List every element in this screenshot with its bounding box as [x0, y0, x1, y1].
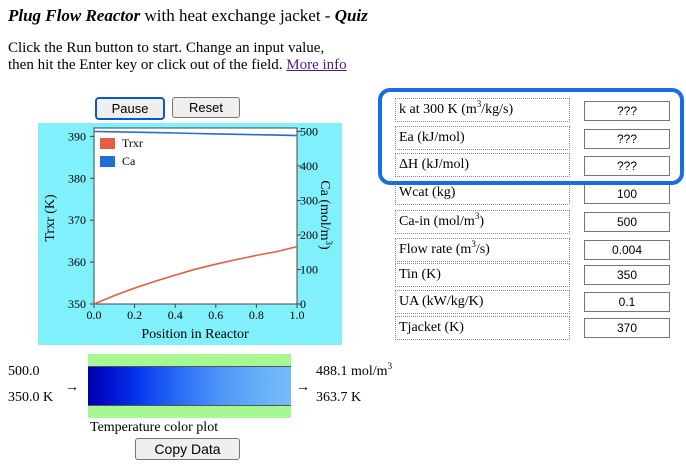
param-label: Tjacket (K) — [395, 316, 570, 340]
param-input[interactable]: 0.1 — [584, 292, 670, 312]
param-label: k at 300 K (m3/kg/s) — [395, 98, 570, 122]
left-tick-label: 370 — [68, 213, 86, 227]
right-tick-label: 0 — [300, 297, 306, 311]
reset-button[interactable]: Reset — [172, 97, 240, 118]
reactor-plot: 390 380 370 360 350 500 400 300 200 100 0 0.0 0.2 0… — [38, 123, 342, 345]
x-tick-label: 0.2 — [127, 308, 142, 322]
legend-swatch-trxr — [100, 138, 115, 149]
param-label: Tin (K) — [395, 263, 570, 287]
param-label: Ea (kJ/mol) — [395, 126, 570, 150]
colorplot-caption: Temperature color plot — [90, 420, 219, 435]
series-line-trxr — [93, 245, 298, 305]
arrow-right-icon: → — [296, 380, 310, 395]
page-title: Plug Flow Reactor with heat exchange jac… — [8, 6, 368, 26]
more-info-link[interactable]: More info — [286, 57, 347, 73]
left-tick-label: 390 — [68, 129, 86, 143]
title-quiz: Quiz — [334, 6, 368, 25]
x-tick-label: 0.4 — [168, 308, 183, 322]
highlight-box — [378, 88, 684, 185]
x-tick-label: 0.8 — [249, 308, 264, 322]
x-axis-label: Position in Reactor — [141, 327, 249, 342]
color-gradient-strip — [88, 366, 291, 406]
x-tick-label: 0.6 — [208, 308, 223, 322]
legend-swatch-ca — [100, 156, 115, 167]
plot-area — [93, 127, 298, 305]
left-tick-label: 360 — [68, 255, 86, 269]
param-label: Flow rate (m3/s) — [395, 238, 570, 262]
plot-svg: 390 380 370 360 350 500 400 300 200 100 0 0.0 0.2 0… — [43, 124, 334, 342]
param-input[interactable]: ??? — [584, 101, 670, 121]
param-label: UA (kW/kg/K) — [395, 290, 570, 314]
copy-data-button[interactable]: Copy Data — [135, 438, 240, 460]
title-bold: Plug Flow Reactor — [8, 6, 141, 25]
colorplot-left-bottom: 350.0 K — [8, 390, 54, 405]
temperature-color-plot — [88, 354, 291, 418]
left-axis-label: Trxr (K) — [43, 194, 58, 242]
right-tick-label: 100 — [300, 262, 318, 276]
x-tick-label: 1.0 — [290, 308, 305, 322]
colorplot-left-top: 500.0 — [8, 364, 40, 379]
left-tick-label: 380 — [68, 171, 86, 185]
colorplot-right-bottom: 363.7 K — [316, 390, 362, 405]
intro-line-1: Click the Run button to start. Change an… — [8, 40, 325, 56]
param-input[interactable]: 370 — [584, 318, 670, 338]
series-line-ca — [93, 130, 298, 137]
param-label: Ca-in (mol/m3) — [395, 210, 570, 234]
param-input[interactable]: 500 — [584, 212, 670, 232]
param-input[interactable]: ??? — [584, 129, 670, 149]
right-tick-label: 500 — [300, 124, 318, 138]
legend-label-trxr: Trxr — [122, 136, 143, 150]
colorplot-right-top: 488.1 mol/m3 — [316, 361, 393, 380]
right-tick-label: 300 — [300, 193, 318, 207]
legend-label-ca: Ca — [122, 154, 136, 168]
right-tick-label: 200 — [300, 228, 318, 242]
intro-text: Click the Run button to start. Change an… — [8, 40, 388, 74]
param-input[interactable]: 0.004 — [584, 240, 670, 260]
title-rest: with heat exchange jacket - — [140, 6, 335, 25]
right-tick-label: 400 — [300, 159, 318, 173]
arrow-left-icon: → — [65, 380, 79, 395]
param-input[interactable]: 100 — [584, 184, 670, 204]
pause-button[interactable]: Pause — [95, 97, 165, 120]
intro-line-2: then hit the Enter key or click out of t… — [8, 57, 283, 73]
param-input[interactable]: 350 — [584, 265, 670, 285]
right-axis-label: Ca (mol/m3) — [317, 180, 334, 250]
left-tick-label: 350 — [68, 297, 86, 311]
param-label: ΔH (kJ/mol) — [395, 153, 570, 177]
param-input[interactable]: ??? — [584, 156, 670, 176]
x-tick-label: 0.0 — [87, 308, 102, 322]
